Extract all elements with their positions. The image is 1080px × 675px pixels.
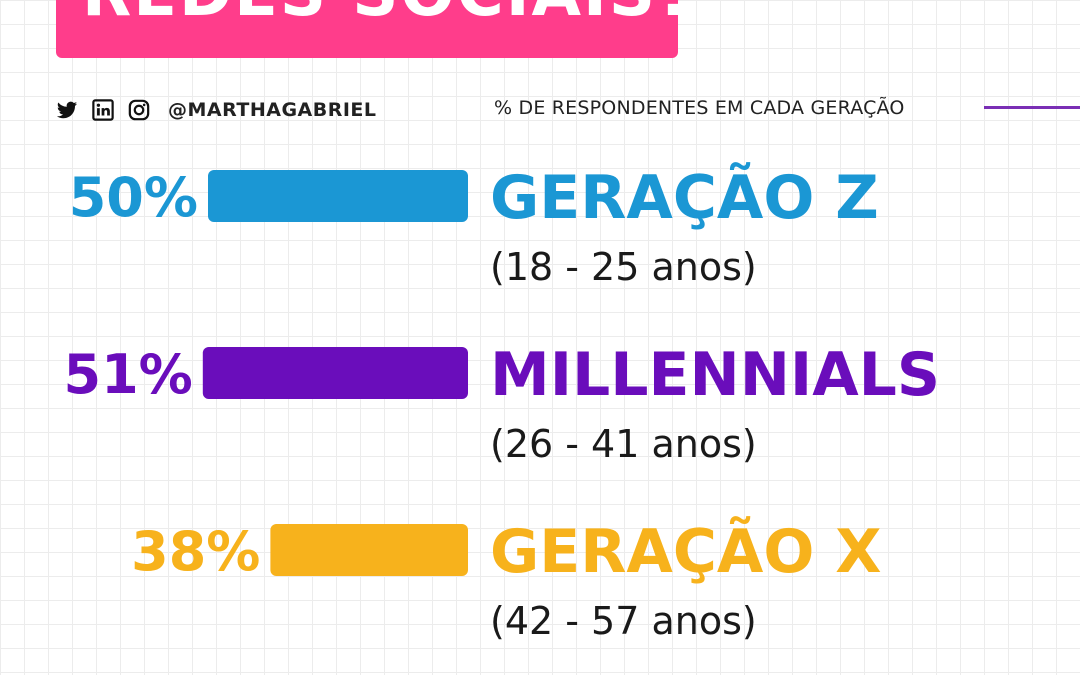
bar <box>270 524 468 576</box>
bar <box>208 170 468 222</box>
social-row: @MARTHAGABRIEL <box>56 96 377 124</box>
bar-chart: 50% GERAÇÃO Z (18 - 25 anos) 51% MILLENNIALS… <box>64 161 941 643</box>
bar <box>202 347 469 399</box>
value-label: 51% <box>64 343 193 406</box>
value-label: 38% <box>131 520 260 583</box>
category-label: GERAÇÃO X <box>490 515 882 587</box>
value-label: 50% <box>69 166 198 229</box>
category-label: MILLENNIALS <box>490 340 940 410</box>
age-range-label: (18 - 25 anos) <box>490 245 757 289</box>
age-range-label: (42 - 57 anos) <box>490 599 757 643</box>
chart-subtitle: % DE RESPONDENTES EM CADA GERAÇÃO <box>494 97 905 119</box>
age-range-label: (26 - 41 anos) <box>490 422 757 466</box>
social-handle[interactable]: @MARTHAGABRIEL <box>168 99 377 121</box>
category-label: GERAÇÃO Z <box>490 161 879 233</box>
linkedin-icon[interactable] <box>92 99 114 121</box>
page-title: REDES SOCIAIS? <box>82 0 678 26</box>
twitter-icon[interactable] <box>56 99 78 121</box>
subtitle-rule <box>984 106 1080 109</box>
title-banner: REDES SOCIAIS? <box>56 0 678 58</box>
instagram-icon[interactable] <box>128 99 150 121</box>
